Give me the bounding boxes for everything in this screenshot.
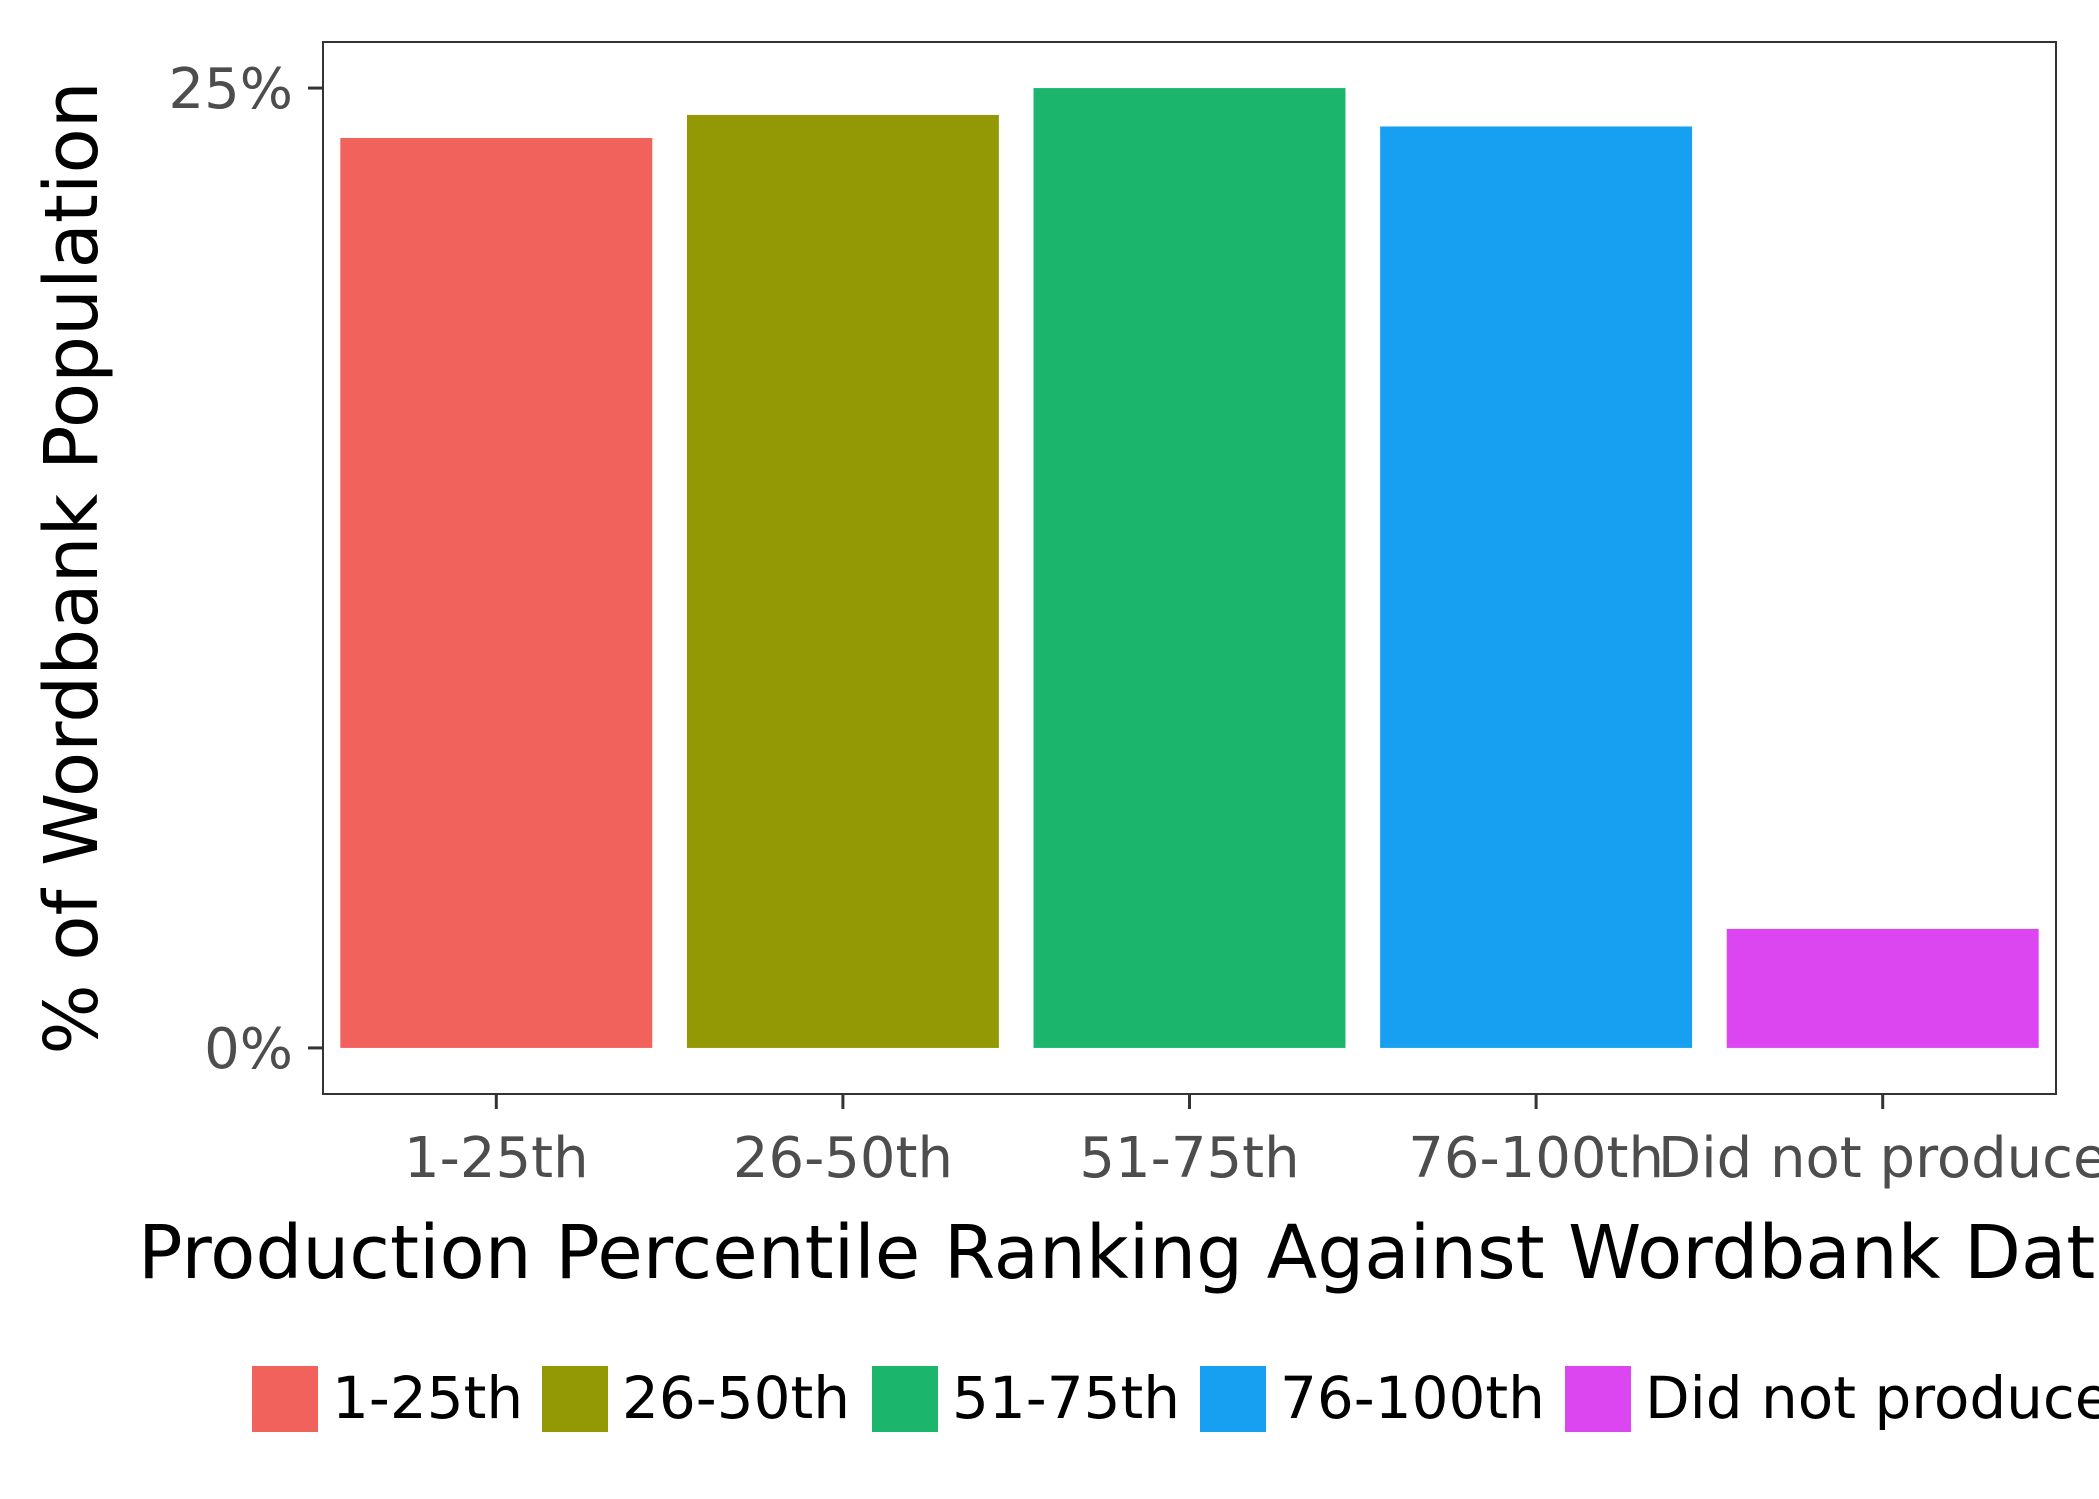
legend-key-2 [542,1366,608,1432]
y-tick-label: 0% [204,1017,293,1082]
legend-label: 26-50th [622,1364,850,1432]
bar-4 [1380,126,1693,1048]
bar-1 [340,137,653,1048]
y-axis-title: % of Wordbank Population [29,81,115,1054]
legend: 1-25th 26-50th 51-75th 76-100th Did not prod… [252,1364,2099,1432]
bar-2 [686,114,999,1048]
legend-label: Did not produce [1645,1364,2099,1432]
y-axis: 0% 25% [169,57,323,1082]
bar-5 [1726,928,2039,1048]
x-tick-label: 76-100th [1408,1126,1664,1191]
legend-label: 76-100th [1280,1364,1545,1432]
legend-label: 51-75th [952,1364,1180,1432]
legend-label: 1-25th [332,1364,523,1432]
x-axis-title: Production Percentile Ranking Against Wo… [138,1210,2099,1296]
y-tick-label: 25% [169,57,293,122]
legend-key-3 [872,1366,938,1432]
bar-3 [1033,88,1346,1048]
legend-key-5 [1565,1366,1631,1432]
x-tick-label: 1-25th [404,1126,589,1191]
legend-key-1 [252,1366,318,1432]
x-tick-label: Did not produce [1658,1126,2099,1191]
legend-key-4 [1200,1366,1266,1432]
x-tick-label: 26-50th [733,1126,953,1191]
x-tick-label: 51-75th [1079,1126,1299,1191]
bars [340,88,2039,1048]
